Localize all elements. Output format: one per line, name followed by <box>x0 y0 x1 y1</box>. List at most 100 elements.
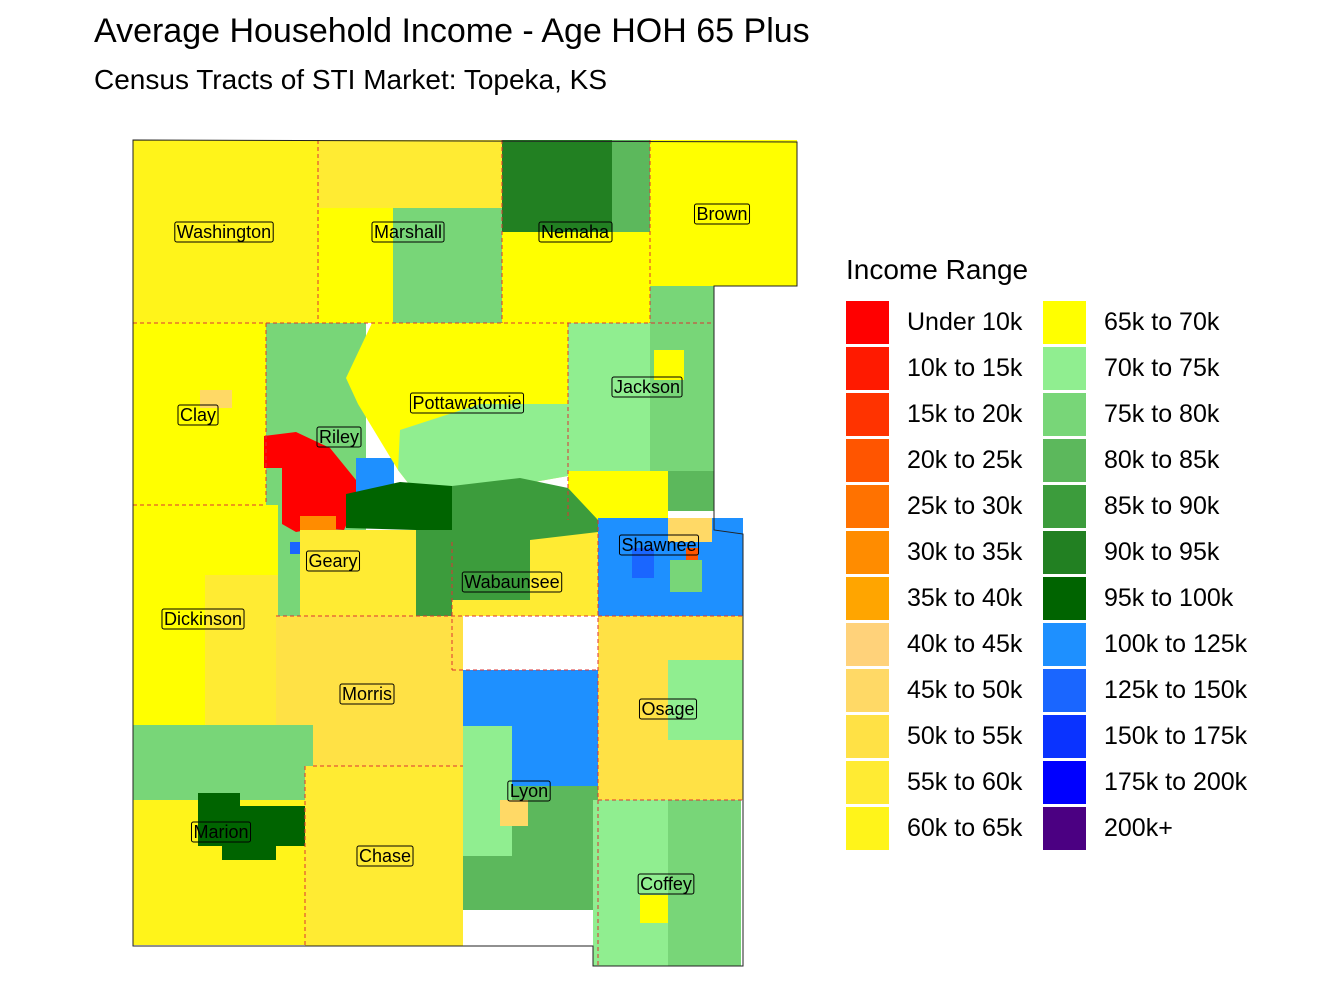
county-label-text: Osage <box>641 699 694 719</box>
county-label-text: Brown <box>696 204 747 224</box>
map-subtitle: Census Tracts of STI Market: Topeka, KS <box>94 64 608 95</box>
tract <box>668 471 714 511</box>
legend-title: Income Range <box>846 254 1029 285</box>
tract <box>133 323 266 505</box>
tract <box>300 530 416 616</box>
legend-label: 125k to 150k <box>1104 676 1248 704</box>
legend-item: 45k to 50k <box>846 668 1046 714</box>
tract <box>205 575 278 725</box>
tract <box>198 793 310 860</box>
county-label: Nemaha <box>538 221 613 243</box>
legend-label: 85k to 90k <box>1104 492 1220 520</box>
tract <box>452 532 598 616</box>
legend-item: 15k to 20k <box>846 392 1046 438</box>
legend-item: 100k to 125k <box>1043 622 1247 668</box>
tract <box>133 725 313 800</box>
county-label-text: Morris <box>342 684 392 704</box>
tract <box>463 670 598 726</box>
county-label: Riley <box>316 426 362 448</box>
county-label: Pottawatomie <box>409 392 525 414</box>
legend-swatch <box>1043 577 1086 620</box>
county-label-box <box>371 221 445 243</box>
county-label-box <box>339 683 395 705</box>
legend-item: 200k+ <box>1043 806 1243 852</box>
legend-label: 35k to 40k <box>907 584 1023 612</box>
legend-swatch <box>1043 669 1086 712</box>
tract <box>650 140 797 286</box>
legend-item: 65k to 70k <box>1043 300 1243 346</box>
legend-label: 200k+ <box>1104 814 1173 842</box>
legend-label: 80k to 85k <box>1104 446 1220 474</box>
legend-swatch <box>1043 347 1086 390</box>
legend-swatch <box>846 807 889 850</box>
legend-label: 40k to 45k <box>907 630 1023 658</box>
legend-swatch <box>846 393 889 436</box>
tract <box>654 350 684 380</box>
county-label-text: Chase <box>359 846 411 866</box>
tract <box>512 726 598 786</box>
county-label-text: Geary <box>308 551 357 571</box>
tract <box>290 542 300 554</box>
legend-swatch <box>846 301 889 344</box>
county-label: Marshall <box>371 221 445 243</box>
legend-label: 65k to 70k <box>1104 308 1220 336</box>
county-label-text: Washington <box>177 222 271 242</box>
map-title: Average Household Income - Age HOH 65 Pl… <box>94 12 810 50</box>
county-label-text: Shawnee <box>621 535 696 555</box>
legend-swatch <box>846 485 889 528</box>
tract <box>463 726 512 856</box>
tract <box>133 140 318 323</box>
tract <box>500 800 528 826</box>
county-label-box <box>356 845 414 867</box>
county-label-text: Dickinson <box>164 609 242 629</box>
legend-item: 35k to 40k <box>846 576 1046 622</box>
county-label-box <box>316 426 362 448</box>
county-label-box <box>637 873 695 895</box>
legend-item: 55k to 60k <box>846 760 1046 806</box>
legend-item: 90k to 95k <box>1043 530 1243 576</box>
legend-swatch <box>1043 715 1086 758</box>
legend-swatch <box>846 761 889 804</box>
tract <box>670 560 702 592</box>
legend-label: 30k to 35k <box>907 538 1023 566</box>
county-label: Jackson <box>611 376 683 398</box>
county-label-box <box>638 698 698 720</box>
legend-label: 90k to 95k <box>1104 538 1220 566</box>
county-label-text: Coffey <box>640 874 692 894</box>
county-label-text: Marion <box>193 822 248 842</box>
legend-label: 20k to 25k <box>907 446 1023 474</box>
county-label-box <box>611 376 683 398</box>
county-label-box <box>461 571 563 593</box>
county-label: Morris <box>339 683 395 705</box>
legend-item: Under 10k <box>846 300 1046 346</box>
legend-label: 45k to 50k <box>907 676 1023 704</box>
tract <box>502 140 618 232</box>
legend-label: 75k to 80k <box>1104 400 1220 428</box>
legend-label: 70k to 75k <box>1104 354 1220 382</box>
legend-item: 85k to 90k <box>1043 484 1243 530</box>
county-boundaries <box>133 140 743 966</box>
legend-swatch <box>1043 485 1086 528</box>
legend-swatch <box>1043 807 1086 850</box>
county-label: Washington <box>174 221 274 243</box>
county-label-text: Wabaunsee <box>464 572 559 592</box>
county-label: Wabaunsee <box>461 571 563 593</box>
legend-swatch <box>846 577 889 620</box>
legend-item: 30k to 35k <box>846 530 1046 576</box>
legend-swatch <box>1043 531 1086 574</box>
county-label-box <box>177 404 219 426</box>
tract <box>264 432 358 532</box>
county-label-box <box>538 221 613 243</box>
tract <box>612 140 650 232</box>
legend-label: 15k to 20k <box>907 400 1023 428</box>
legend-swatch <box>846 439 889 482</box>
county-labels: Washington Marshall Nemaha Brown Clay Riley Po… <box>161 203 751 895</box>
legend-label: 95k to 100k <box>1104 584 1234 612</box>
legend-label: 175k to 200k <box>1104 768 1248 796</box>
legend-label: 60k to 65k <box>907 814 1023 842</box>
tract <box>200 390 232 408</box>
county-label-box <box>409 392 525 414</box>
legend-swatch <box>846 669 889 712</box>
legend-label: Under 10k <box>907 308 1023 336</box>
legend-item: 175k to 200k <box>1043 760 1247 806</box>
